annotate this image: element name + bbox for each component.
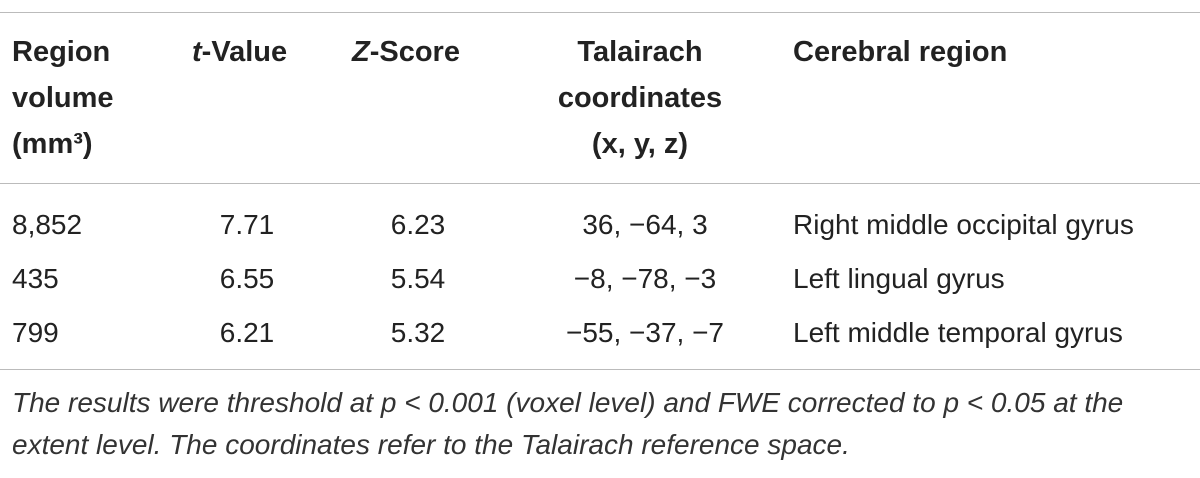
header-italic: t — [192, 36, 202, 68]
table-cell: 7.71 — [219, 209, 275, 240]
top-rule — [0, 12, 1200, 13]
header-cell: Talairach coordinates (x, y, z) — [557, 36, 723, 160]
header-italic: Z — [352, 36, 370, 68]
table-cell: 435 — [12, 263, 59, 294]
table-cell: −8, −78, −3 — [573, 263, 717, 294]
table-cell: 6.23 — [390, 209, 446, 240]
header-cell: Region volume (mm³) — [12, 36, 114, 160]
table-cell: 6.21 — [219, 317, 275, 348]
table-cell: 5.32 — [390, 317, 446, 348]
header-text: -Value — [201, 36, 288, 68]
table-cell: Left middle temporal gyrus — [793, 317, 1123, 348]
footnote: The results were threshold at p < 0.001 … — [12, 387, 1124, 460]
table-cell: 36, −64, 3 — [582, 209, 708, 240]
table-cell: −55, −37, −7 — [565, 317, 725, 348]
header-cell: Cerebral region — [793, 36, 1008, 68]
table-cell: 799 — [12, 317, 59, 348]
bottom-rule — [0, 369, 1200, 370]
header-cell: t-Value — [192, 29, 287, 75]
table-cell: 6.55 — [219, 263, 275, 294]
table-cell: Right middle occipital gyrus — [793, 209, 1134, 240]
table-cell: Left lingual gyrus — [793, 263, 1005, 294]
header-rule — [0, 183, 1200, 184]
header-cell: Z-Score — [352, 29, 460, 75]
table-cell: 8,852 — [12, 209, 83, 240]
table-cell: 5.54 — [390, 263, 446, 294]
header-text: -Score — [369, 36, 460, 68]
